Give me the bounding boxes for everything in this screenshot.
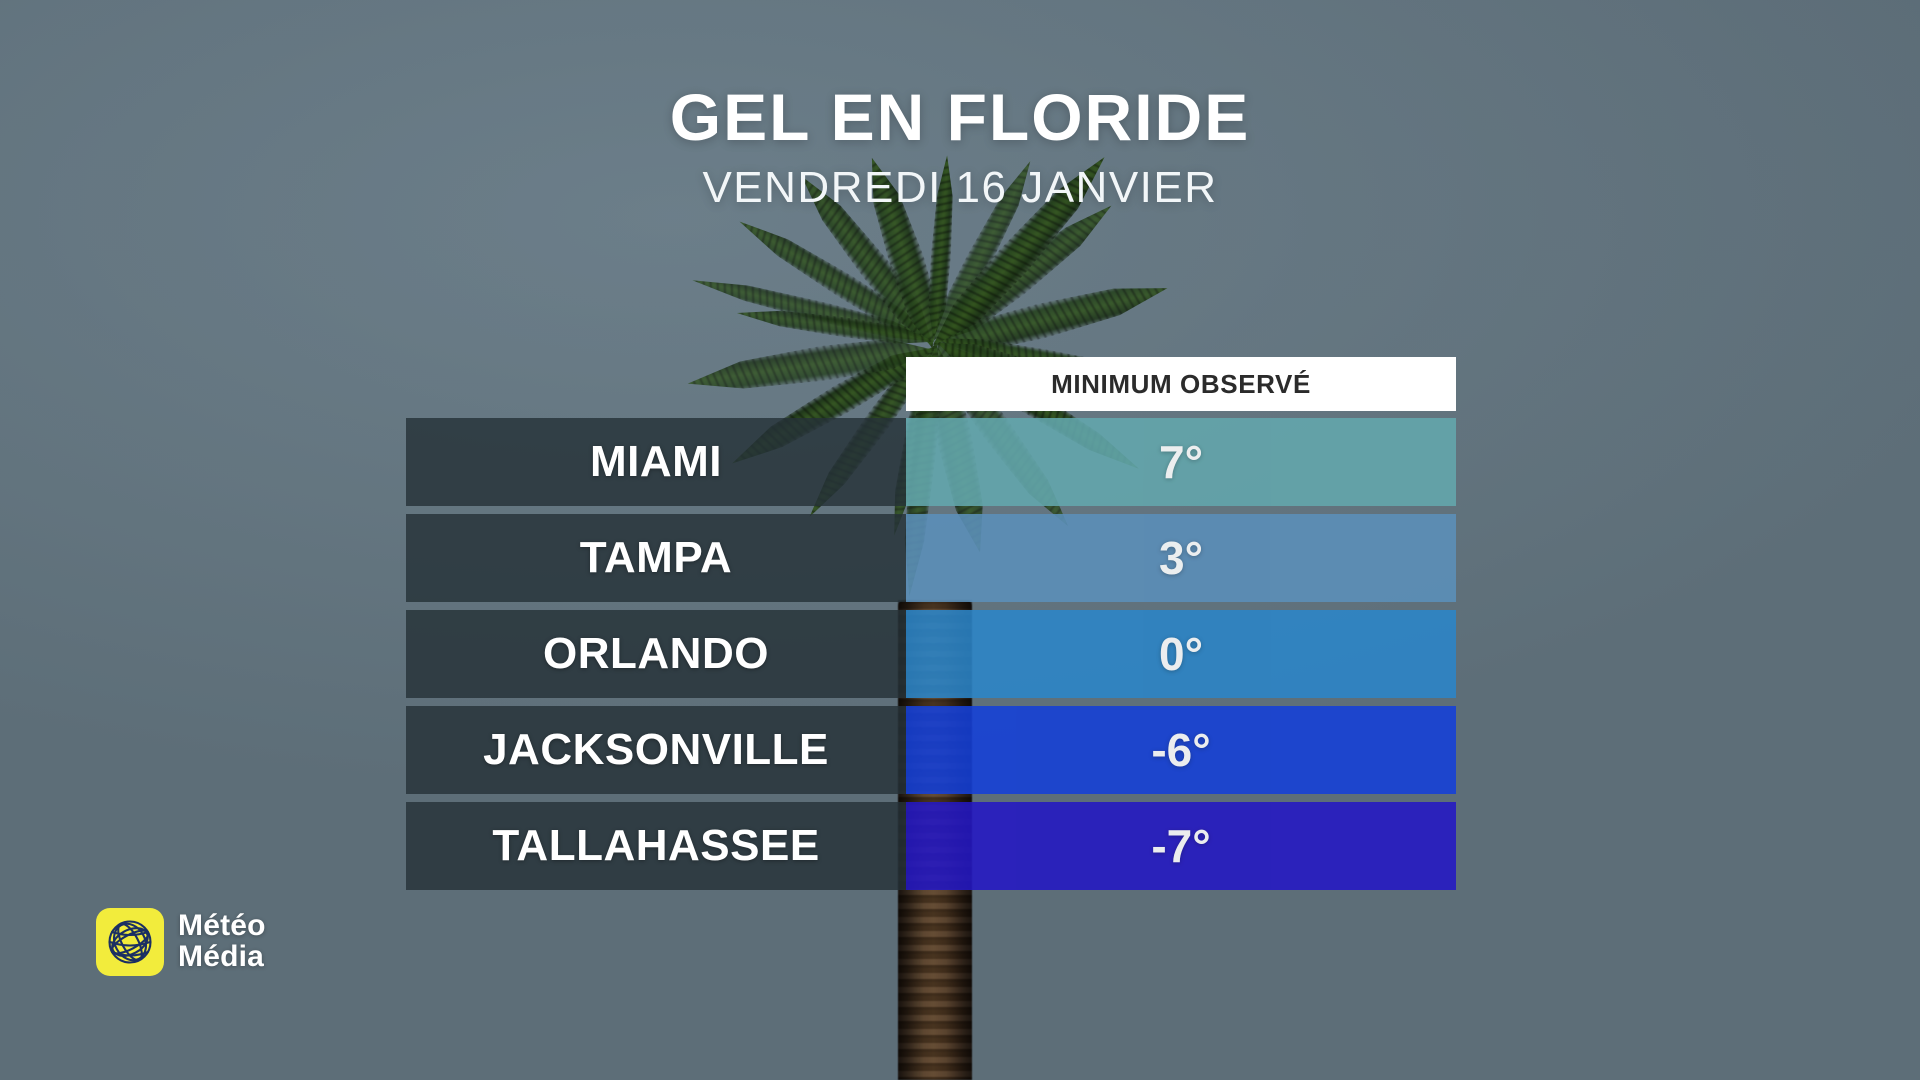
table-body: MIAMI 7° TAMPA 3° ORLANDO 0° JACKSONVILLE -6° TA… xyxy=(406,418,1456,890)
page-subtitle: VENDREDI 16 JANVIER xyxy=(702,163,1218,212)
table-header-row: MINIMUM OBSERVÉ xyxy=(406,357,1456,411)
temperature-cell: 0° xyxy=(906,610,1456,698)
city-name-cell: TALLAHASSEE xyxy=(406,802,906,890)
table-row: MIAMI 7° xyxy=(406,418,1456,506)
page-title: GEL EN FLORIDE xyxy=(669,80,1251,154)
city-name-cell: MIAMI xyxy=(406,418,906,506)
city-name-cell: JACKSONVILLE xyxy=(406,706,906,794)
temperature-cell: -6° xyxy=(906,706,1456,794)
meteomedia-logo: Météo Média xyxy=(96,908,266,976)
logo-wordmark: Météo Média xyxy=(178,911,266,972)
city-name-cell: TAMPA xyxy=(406,514,906,602)
globe-icon xyxy=(96,908,164,976)
temperature-table: MINIMUM OBSERVÉ MIAMI 7° TAMPA 3° ORLANDO 0° J… xyxy=(406,357,1456,898)
temperature-cell: 7° xyxy=(906,418,1456,506)
table-header-spacer xyxy=(406,357,906,411)
logo-line-2: Média xyxy=(178,940,265,973)
table-row: JACKSONVILLE -6° xyxy=(406,706,1456,794)
table-row: TAMPA 3° xyxy=(406,514,1456,602)
temperature-cell: -7° xyxy=(906,802,1456,890)
temperature-cell: 3° xyxy=(906,514,1456,602)
title-block: GEL EN FLORIDE VENDREDI 16 JANVIER xyxy=(0,84,1920,210)
column-header-minimum-observed: MINIMUM OBSERVÉ xyxy=(906,357,1456,411)
logo-line-1: Météo xyxy=(178,909,266,943)
city-name-cell: ORLANDO xyxy=(406,610,906,698)
table-row: TALLAHASSEE -7° xyxy=(406,802,1456,890)
table-row: ORLANDO 0° xyxy=(406,610,1456,698)
